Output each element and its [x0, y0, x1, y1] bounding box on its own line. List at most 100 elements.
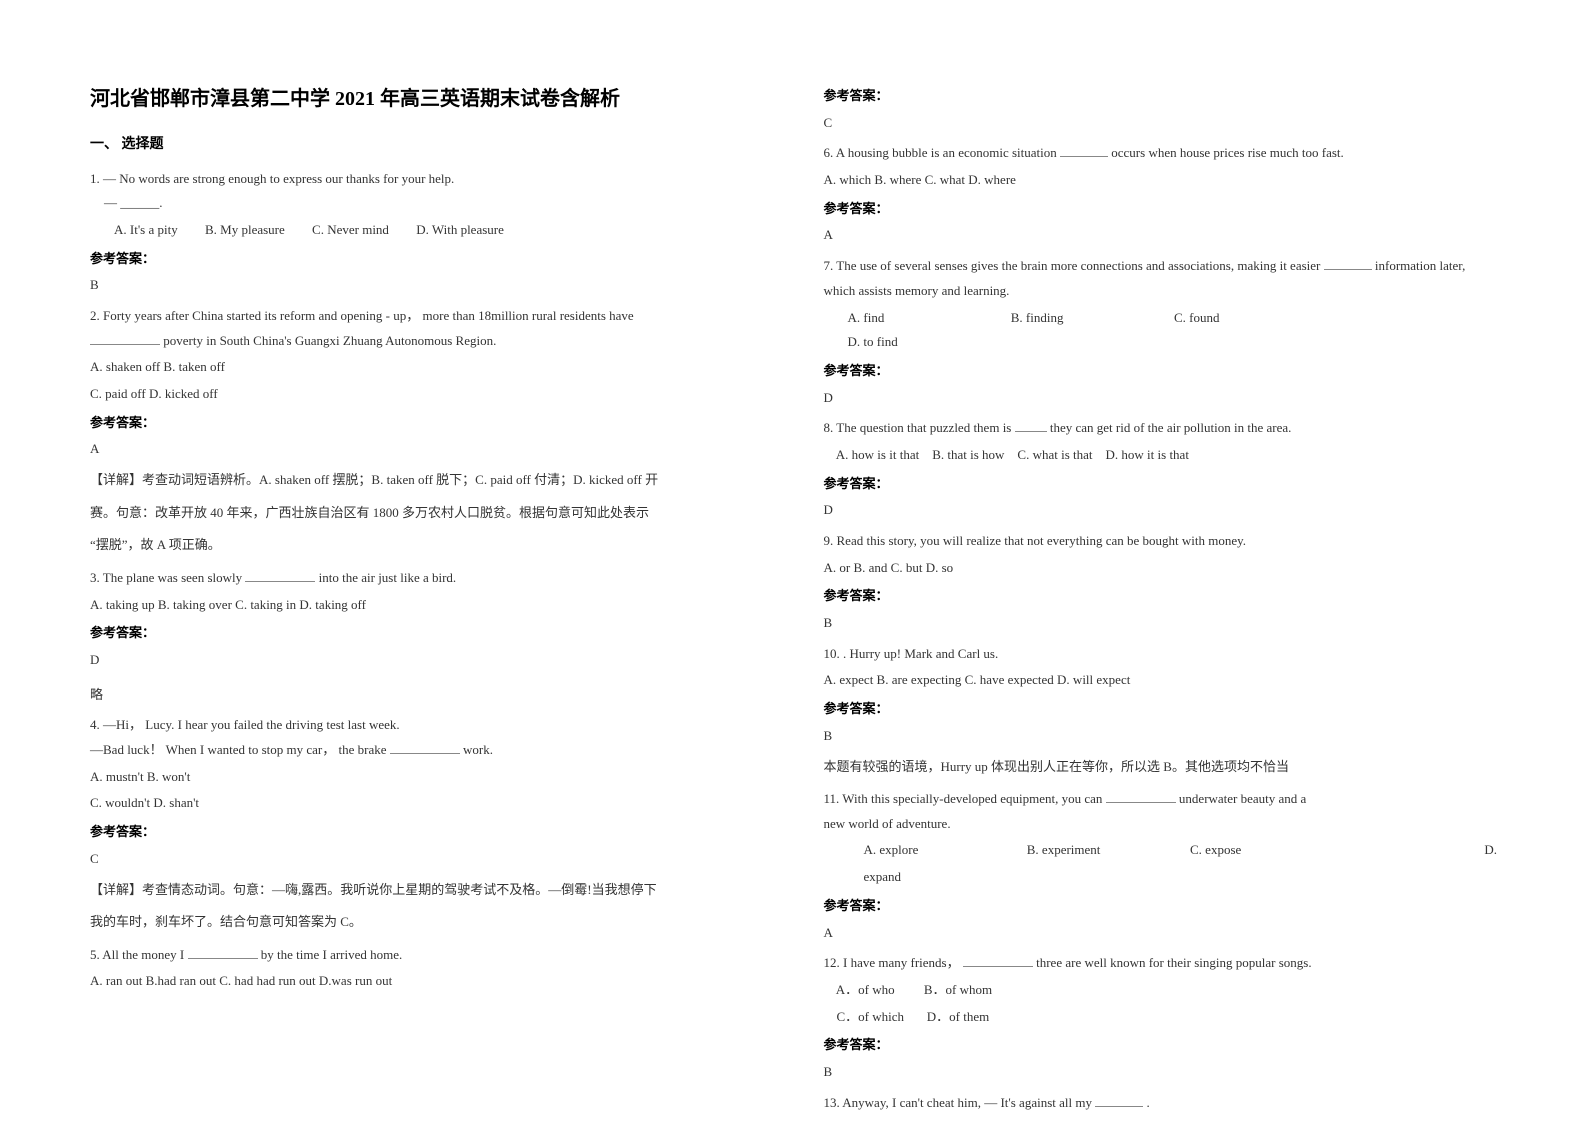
- q10-answer: B: [824, 724, 1498, 749]
- question-7: 7. The use of several senses gives the b…: [824, 254, 1498, 410]
- q12-stem: 12. I have many friends， three are well …: [824, 951, 1498, 976]
- q2-stem2: poverty in South China's Guangxi Zhuang …: [90, 329, 764, 354]
- q6-stem-b: occurs when house prices rise much too f…: [1111, 145, 1344, 160]
- q2-stem-b: poverty in South China's Guangxi Zhuang …: [163, 333, 496, 348]
- q8-options: A. how is it that B. that is how C. what…: [824, 443, 1498, 468]
- q2-blank: [90, 332, 160, 345]
- page-root: 河北省邯郸市漳县第二中学 2021 年高三英语期末试卷含解析 一、 选择题 1.…: [0, 0, 1587, 1122]
- q11-answer-label: 参考答案：: [824, 894, 1498, 919]
- q2-explain-3: “摆脱”，故 A 项正确。: [90, 531, 764, 560]
- q9-stem: 9. Read this story, you will realize tha…: [824, 529, 1498, 554]
- q4-answer: C: [90, 847, 764, 872]
- q5-blank: [188, 946, 258, 959]
- q4-options-1: A. mustn't B. won't: [90, 765, 764, 790]
- q3-stem-b: into the air just like a bird.: [319, 570, 457, 585]
- question-2: 2. Forty years after China started its r…: [90, 304, 764, 560]
- question-13: 13. Anyway, I can't cheat him, — It's ag…: [824, 1091, 1498, 1116]
- question-4: 4. —Hi， Lucy. I hear you failed the driv…: [90, 713, 764, 936]
- q11-opt-d-tail: expand: [824, 865, 1498, 890]
- q12-stem-a: 12. I have many friends，: [824, 955, 960, 970]
- q4-explain-1: 【详解】考查情态动词。句意：—嗨,露西。我听说你上星期的驾驶考试不及格。—倒霉!…: [90, 876, 764, 905]
- q7-opt-c: C. found: [1174, 306, 1334, 331]
- q11-options: A. explore B. experiment C. expose D.: [824, 838, 1498, 863]
- q6-answer: A: [824, 223, 1498, 248]
- q5-stem: 5. All the money I by the time I arrived…: [90, 943, 764, 968]
- q11-opt-d: D.: [1484, 838, 1497, 863]
- q4-explain-2: 我的车时，刹车坏了。结合句意可知答案为 C。: [90, 908, 764, 937]
- q12-blank: [963, 955, 1033, 968]
- q10-stem: 10. . Hurry up! Mark and Carl us.: [824, 642, 1498, 667]
- section-heading-1: 一、 选择题: [90, 132, 764, 159]
- q3-answer: D: [90, 648, 764, 673]
- q4-stem-b-pre: —Bad luck！ When I wanted to stop my car，…: [90, 742, 390, 757]
- column-left: 河北省邯郸市漳县第二中学 2021 年高三英语期末试卷含解析 一、 选择题 1.…: [90, 80, 764, 1082]
- q8-stem-b: they can get rid of the air pollution in…: [1050, 420, 1292, 435]
- question-8: 8. The question that puzzled them is the…: [824, 416, 1498, 523]
- q3-stem: 3. The plane was seen slowly into the ai…: [90, 566, 764, 591]
- q11-opt-b: B. experiment: [1027, 838, 1187, 863]
- q13-stem-b: .: [1146, 1095, 1149, 1110]
- q2-explain-1: 【详解】考查动词短语辨析。A. shaken off 摆脱；B. taken o…: [90, 466, 764, 495]
- q4-options-2: C. wouldn't D. shan't: [90, 791, 764, 816]
- q8-stem: 8. The question that puzzled them is the…: [824, 416, 1498, 441]
- q11-opt-a: A. explore: [864, 838, 1024, 863]
- q7-opt-d: D. to find: [848, 330, 1008, 355]
- q8-stem-a: 8. The question that puzzled them is: [824, 420, 1015, 435]
- q1-opt-a: A. It's a pity: [114, 218, 178, 243]
- q5-answer: C: [824, 111, 1498, 136]
- q5-options: A. ran out B.had ran out C. had had run …: [90, 969, 764, 994]
- question-6: 6. A housing bubble is an economic situa…: [824, 141, 1498, 248]
- q13-stem: 13. Anyway, I can't cheat him, — It's ag…: [824, 1091, 1498, 1116]
- q11-stem-c: new world of adventure.: [824, 812, 1498, 837]
- q2-stem: 2. Forty years after China started its r…: [90, 304, 764, 329]
- q8-blank: [1015, 420, 1047, 433]
- q11-blank: [1106, 790, 1176, 803]
- q2-answer: A: [90, 437, 764, 462]
- q1-opt-d: D. With pleasure: [416, 218, 504, 243]
- q4-stem-b-post: work.: [463, 742, 493, 757]
- q5-stem-b: by the time I arrived home.: [261, 947, 403, 962]
- q2-answer-label: 参考答案：: [90, 411, 764, 436]
- q7-stem: 7. The use of several senses gives the b…: [824, 254, 1498, 303]
- q8-answer-label: 参考答案：: [824, 472, 1498, 497]
- q3-stem-a: 3. The plane was seen slowly: [90, 570, 245, 585]
- q12-answer-label: 参考答案：: [824, 1033, 1498, 1058]
- question-3: 3. The plane was seen slowly into the ai…: [90, 566, 764, 707]
- q2-explain-2: 赛。句意：改革开放 40 年来，广西壮族自治区有 1800 多万农村人口脱贫。根…: [90, 499, 764, 528]
- q4-stem-b: —Bad luck！ When I wanted to stop my car，…: [90, 738, 764, 763]
- q9-options: A. or B. and C. but D. so: [824, 556, 1498, 581]
- q6-stem: 6. A housing bubble is an economic situa…: [824, 141, 1498, 166]
- q13-blank: [1095, 1094, 1143, 1107]
- q7-opt-a: A. find: [848, 306, 1008, 331]
- q11-opt-c: C. expose: [1190, 838, 1350, 863]
- q1-answer-label: 参考答案：: [90, 247, 764, 272]
- q3-lue: 略: [90, 683, 764, 708]
- q9-answer: B: [824, 611, 1498, 636]
- q11-answer: A: [824, 921, 1498, 946]
- q7-answer: D: [824, 386, 1498, 411]
- q12-answer: B: [824, 1060, 1498, 1085]
- question-9: 9. Read this story, you will realize tha…: [824, 529, 1498, 636]
- q3-options: A. taking up B. taking over C. taking in…: [90, 593, 764, 618]
- q5-answer-label: 参考答案：: [824, 84, 1498, 109]
- q4-blank: [390, 741, 460, 754]
- q3-blank: [245, 569, 315, 582]
- q11-stem: 11. With this specially-developed equipm…: [824, 787, 1498, 812]
- q1-stem-a: 1. — No words are strong enough to expre…: [90, 167, 764, 192]
- q13-stem-a: 13. Anyway, I can't cheat him, — It's ag…: [824, 1095, 1096, 1110]
- q4-answer-label: 参考答案：: [90, 820, 764, 845]
- question-5: 5. All the money I by the time I arrived…: [90, 943, 764, 994]
- q10-answer-label: 参考答案：: [824, 697, 1498, 722]
- q7-stem-a: 7. The use of several senses gives the b…: [824, 258, 1324, 273]
- q7-options: A. find B. finding C. found D. to find: [824, 306, 1498, 355]
- q5-stem-a: 5. All the money I: [90, 947, 184, 962]
- q7-answer-label: 参考答案：: [824, 359, 1498, 384]
- q6-stem-a: 6. A housing bubble is an economic situa…: [824, 145, 1061, 160]
- q3-answer-label: 参考答案：: [90, 621, 764, 646]
- q2-options-1: A. shaken off B. taken off: [90, 355, 764, 380]
- q4-stem-a: 4. —Hi， Lucy. I hear you failed the driv…: [90, 713, 764, 738]
- q12-stem-b: three are well known for their singing p…: [1036, 955, 1311, 970]
- question-12: 12. I have many friends， three are well …: [824, 951, 1498, 1084]
- q12-options-1: A．of who B．of whom: [824, 978, 1498, 1003]
- question-11: 11. With this specially-developed equipm…: [824, 787, 1498, 945]
